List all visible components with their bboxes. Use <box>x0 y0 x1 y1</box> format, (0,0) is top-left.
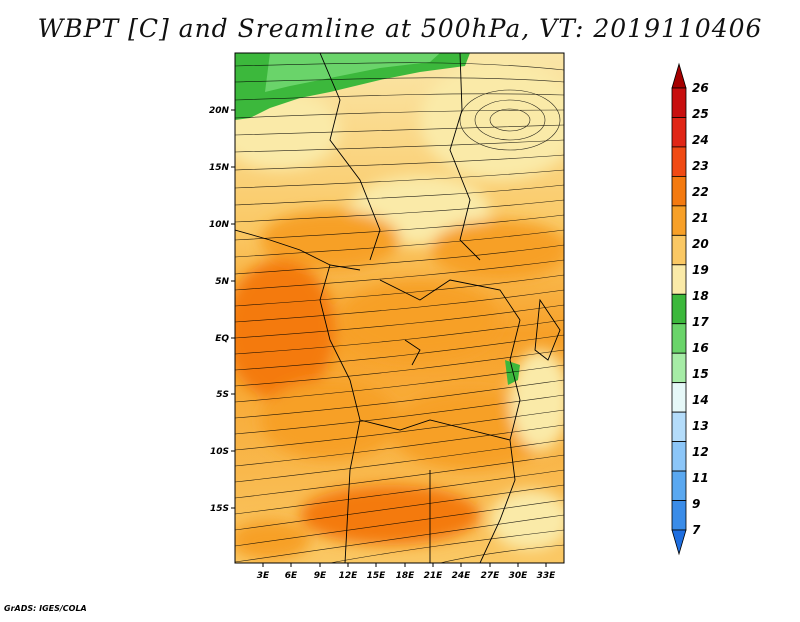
lon-tick-label: 18E <box>396 571 416 581</box>
lat-tick-label: 5S <box>216 390 229 400</box>
streamlines <box>235 62 564 563</box>
lat-tick-label: EQ <box>215 334 229 344</box>
colorbar-label: 20 <box>692 237 709 251</box>
colorbar-label: 23 <box>692 159 709 173</box>
lat-tick-label: 10N <box>209 220 230 230</box>
lon-tick-label: 30E <box>509 571 529 581</box>
colorbar-swatch <box>671 146 687 177</box>
colorbar-label: 22 <box>692 185 709 199</box>
longitude-axis: 3E 6E 9E 12E 15E 18E 21E 24E 27E 30E 33E <box>257 563 556 581</box>
lat-tick-label: 10S <box>210 447 229 457</box>
colorbar-label: 15 <box>692 367 709 381</box>
colorbar-swatch <box>671 62 687 89</box>
colorbar-swatch <box>671 411 687 442</box>
colorbar-swatch <box>671 293 687 325</box>
colorbar-swatch <box>671 117 687 148</box>
colorbar-swatch <box>671 264 687 295</box>
lon-tick-label: 15E <box>367 571 387 581</box>
colorbar-label: 13 <box>692 419 709 433</box>
lat-tick-label: 5N <box>215 277 229 287</box>
colorbar-swatch <box>671 175 687 207</box>
colorbar-label: 24 <box>692 133 709 147</box>
colorbar-swatch <box>671 441 687 472</box>
lat-tick-label: 15S <box>210 504 229 514</box>
colorbar-label: 25 <box>692 107 709 121</box>
colorbar-label: 26 <box>692 81 709 95</box>
colorbar-label: 17 <box>692 315 709 329</box>
colorbar: 26 25 24 23 22 21 20 19 18 17 16 15 14 13 12 11 9 7 <box>671 62 709 556</box>
colorbar-swatch <box>671 87 687 118</box>
wbpt-shading <box>235 53 564 563</box>
lon-tick-label: 33E <box>537 571 557 581</box>
colorbar-swatch <box>671 352 687 384</box>
map-title: WBPT [C] and Sreamline at 500hPa, VT: 20… <box>37 14 763 43</box>
colorbar-swatch <box>671 382 687 413</box>
colorbar-swatch <box>671 323 687 354</box>
colorbar-label: 9 <box>692 497 700 511</box>
latitude-axis: 20N 15N 10N 5N EQ 5S 10S 15S <box>209 106 235 514</box>
colorbar-swatch <box>671 500 687 531</box>
lon-tick-label: 6E <box>285 571 298 581</box>
colorbar-label: 18 <box>692 289 709 303</box>
colorbar-label: 21 <box>692 211 709 225</box>
lon-tick-label: 9E <box>314 571 327 581</box>
colorbar-label: 12 <box>692 445 709 459</box>
grads-credit: GrADS: IGES/COLA <box>4 604 87 613</box>
colorbar-swatch <box>671 470 687 501</box>
lat-tick-label: 15N <box>209 163 230 173</box>
lat-tick-label: 20N <box>209 106 230 116</box>
lon-tick-label: 21E <box>424 571 444 581</box>
colorbar-label: 11 <box>692 471 709 485</box>
lon-tick-label: 3E <box>257 571 270 581</box>
lon-tick-label: 24E <box>452 571 472 581</box>
colorbar-label: 14 <box>692 393 709 407</box>
colorbar-label: 19 <box>692 263 709 277</box>
country-borders <box>235 53 561 563</box>
lon-tick-label: 27E <box>481 571 501 581</box>
lon-tick-label: 12E <box>339 571 359 581</box>
colorbar-label: 7 <box>692 523 701 537</box>
colorbar-swatch <box>671 529 687 556</box>
colorbar-swatch <box>671 205 687 236</box>
map-frame <box>234 52 565 564</box>
colorbar-swatch <box>671 234 687 266</box>
colorbar-label: 16 <box>692 341 709 355</box>
